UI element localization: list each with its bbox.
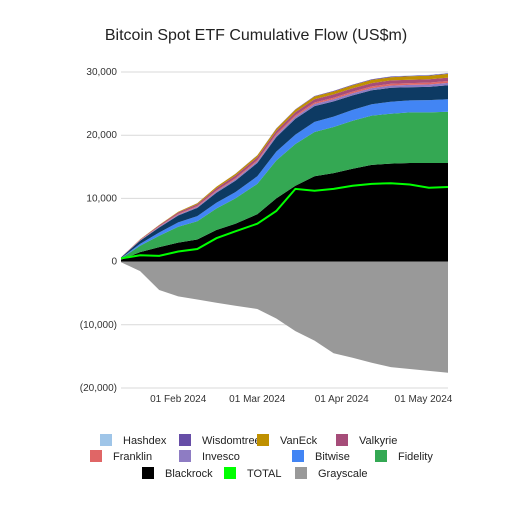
- legend-swatch-invesco: [179, 450, 191, 462]
- x-tick-label: 01 May 2024: [395, 394, 453, 405]
- legend-swatch-wisdomtree: [179, 434, 191, 446]
- x-tick-label: 01 Feb 2024: [150, 394, 207, 405]
- legend-swatch-total: [224, 467, 236, 479]
- y-tick-label: 30,000: [86, 67, 117, 78]
- area-grayscale: [121, 261, 448, 373]
- legend-label-grayscale: Grayscale: [318, 468, 368, 480]
- legend-swatch-franklin: [90, 450, 102, 462]
- legend-label-fidelity: Fidelity: [398, 451, 433, 463]
- chart-title: Bitcoin Spot ETF Cumulative Flow (US$m): [105, 27, 407, 44]
- y-tick-label: 20,000: [86, 130, 117, 141]
- legend: Hashdex Wisdomtree VanEck Valkyrie Franklin I…: [90, 434, 433, 480]
- legend-label-total: TOTAL: [247, 468, 281, 480]
- legend-label-valkyrie: Valkyrie: [359, 435, 397, 447]
- legend-label-invesco: Invesco: [202, 451, 240, 463]
- y-axis: (20,000) (10,000) 0 10,000 20,000 30,000: [80, 67, 118, 394]
- legend-label-wisdomtree: Wisdomtree: [202, 435, 261, 447]
- legend-swatch-vaneck: [257, 434, 269, 446]
- total-line-layer: [120, 182, 449, 260]
- legend-label-franklin: Franklin: [113, 451, 152, 463]
- legend-label-blackrock: Blackrock: [165, 468, 213, 480]
- legend-swatch-bitwise: [292, 450, 304, 462]
- x-tick-label: 01 Mar 2024: [229, 394, 286, 405]
- legend-swatch-grayscale: [295, 467, 307, 479]
- y-tick-label: (20,000): [80, 383, 117, 394]
- legend-swatch-fidelity: [375, 450, 387, 462]
- y-tick-label: 0: [111, 257, 117, 268]
- y-tick-label: (10,000): [80, 320, 117, 331]
- legend-swatch-valkyrie: [336, 434, 348, 446]
- area-blackrock: [121, 163, 448, 262]
- area-fidelity: [121, 111, 448, 260]
- legend-label-vaneck: VanEck: [280, 435, 318, 447]
- y-tick-label: 10,000: [86, 193, 117, 204]
- line-total: [120, 182, 449, 260]
- legend-label-bitwise: Bitwise: [315, 451, 350, 463]
- legend-swatch-hashdex: [100, 434, 112, 446]
- stacked-areas: [121, 73, 448, 373]
- x-axis: 01 Feb 2024 01 Mar 2024 01 Apr 2024 01 May …: [150, 394, 453, 405]
- legend-swatch-blackrock: [142, 467, 154, 479]
- legend-label-hashdex: Hashdex: [123, 435, 167, 447]
- x-tick-label: 01 Apr 2024: [315, 394, 369, 405]
